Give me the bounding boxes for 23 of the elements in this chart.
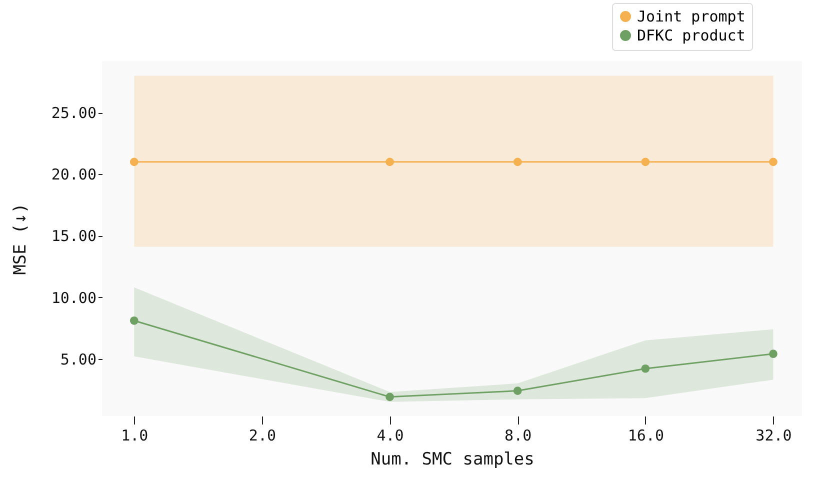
y-tick-label: 20.00 (51, 166, 96, 184)
x-axis-title: Num. SMC samples (370, 450, 534, 470)
x-tick-label: 8.0 (504, 426, 532, 444)
legend-label: Joint prompt (637, 8, 746, 26)
legend-label: DFKC product (637, 26, 746, 44)
y-tick-label: 25.00 (51, 104, 96, 122)
x-tick-label: 4.0 (376, 426, 404, 444)
point (386, 392, 394, 402)
point (769, 350, 778, 358)
point (513, 158, 522, 166)
point (386, 158, 394, 166)
point (513, 386, 522, 395)
point (641, 158, 650, 166)
y-axis-title: MSE (↓) (10, 203, 30, 275)
point (769, 158, 778, 166)
x-tick-label: 32.0 (756, 426, 792, 444)
point (641, 364, 650, 373)
y-tick-label: 5.00 (60, 350, 96, 368)
x-tick-label: 16.0 (628, 426, 664, 444)
x-tick-label: 2.0 (248, 426, 276, 444)
y-tick-label: 15.00 (51, 227, 96, 246)
x-tick-label: 1.0 (121, 426, 148, 444)
y-tick-label: 10.00 (51, 288, 96, 307)
